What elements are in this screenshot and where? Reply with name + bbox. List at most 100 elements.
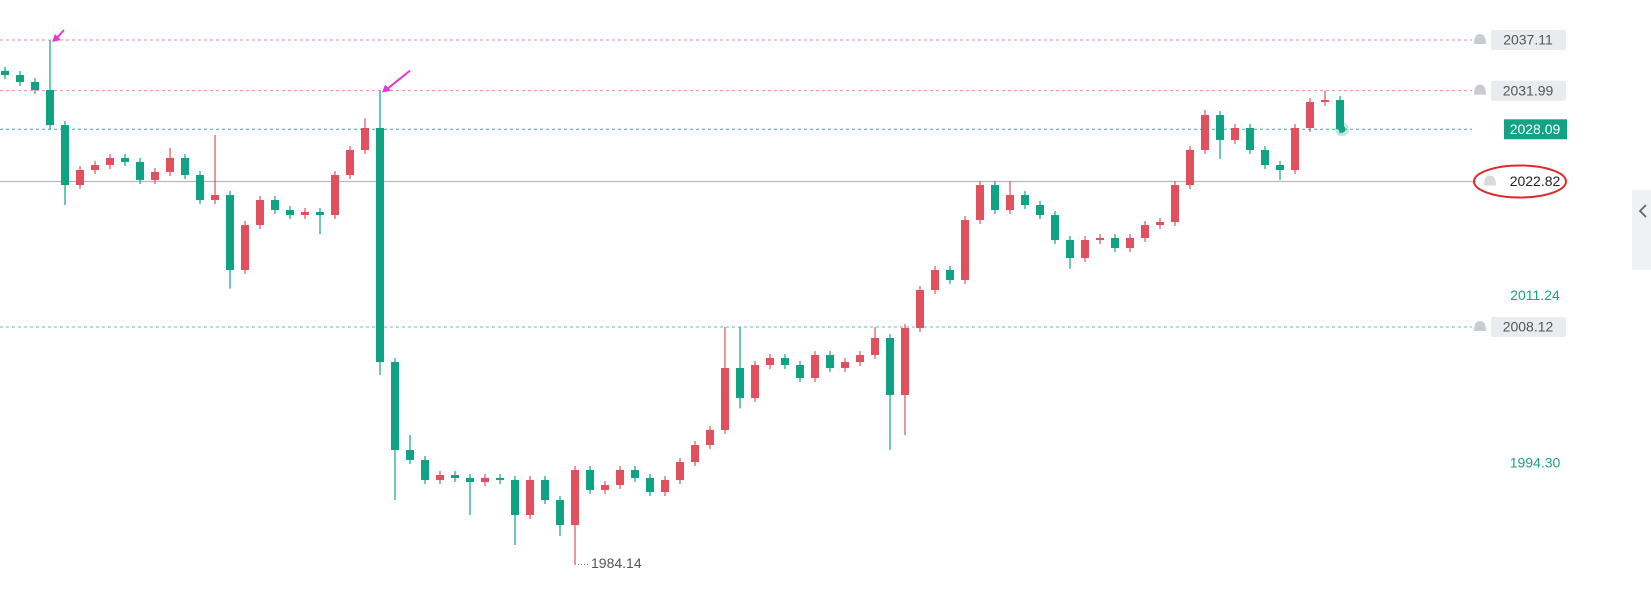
candle-body bbox=[196, 175, 204, 200]
candle-body bbox=[481, 477, 489, 483]
candle-body bbox=[1126, 237, 1134, 248]
candle-body bbox=[601, 485, 609, 490]
candle-body bbox=[1171, 185, 1179, 222]
candle-body bbox=[241, 225, 249, 270]
candle-body bbox=[646, 477, 654, 493]
candle-body bbox=[826, 355, 834, 368]
candle-body bbox=[286, 209, 294, 216]
candle-body bbox=[166, 158, 174, 172]
alert-label-box bbox=[1491, 80, 1566, 101]
candle-body bbox=[211, 195, 219, 200]
collapse-chevron[interactable] bbox=[1638, 204, 1647, 218]
candle-body bbox=[106, 158, 114, 166]
line-label: 2022.82 bbox=[1510, 173, 1561, 189]
candle-body bbox=[1096, 237, 1104, 240]
candle-body bbox=[1036, 205, 1044, 216]
candle-body bbox=[76, 169, 84, 186]
candle-body bbox=[931, 269, 939, 290]
side-panel-tab[interactable] bbox=[1632, 190, 1651, 270]
alert-label-box bbox=[1491, 29, 1566, 50]
candle-body bbox=[151, 171, 159, 180]
low-label: 1984.14 bbox=[591, 555, 642, 571]
candle-body bbox=[1111, 237, 1119, 248]
candle-body bbox=[136, 161, 144, 180]
candle-body bbox=[1276, 165, 1284, 170]
candle-body bbox=[346, 149, 354, 176]
candle-body bbox=[1081, 239, 1089, 258]
candle-body bbox=[1201, 115, 1209, 150]
candle-body bbox=[526, 479, 534, 515]
line-bell bbox=[1484, 175, 1496, 186]
candle-body bbox=[376, 128, 384, 363]
spike-arrow-head bbox=[52, 33, 61, 42]
candle-body bbox=[901, 327, 909, 396]
last-price-dot bbox=[1338, 125, 1346, 133]
candle-body bbox=[331, 175, 339, 216]
candle-body bbox=[1006, 195, 1014, 210]
candle-body bbox=[556, 500, 564, 525]
candle-body bbox=[841, 362, 849, 368]
spike-arrow-head bbox=[382, 84, 391, 93]
highlight-ellipse bbox=[1473, 164, 1567, 199]
candle-body bbox=[361, 128, 369, 150]
candle-body bbox=[91, 165, 99, 170]
candle-body bbox=[1306, 101, 1314, 129]
candle-body bbox=[871, 337, 879, 356]
candle-body bbox=[1261, 149, 1269, 166]
candle-body bbox=[256, 199, 264, 226]
candle-body bbox=[406, 449, 414, 460]
candle-body bbox=[121, 158, 129, 162]
candle-body bbox=[301, 211, 309, 216]
candle-body bbox=[721, 367, 729, 430]
alert-label: 2037.11 bbox=[1503, 32, 1553, 48]
candle-body bbox=[1066, 239, 1074, 258]
candle-body bbox=[751, 365, 759, 398]
alert-label: 2008.12 bbox=[1503, 319, 1554, 335]
candle-body bbox=[706, 429, 714, 446]
candle-body bbox=[1216, 115, 1224, 140]
candle-body bbox=[1021, 195, 1029, 206]
candle-body bbox=[631, 469, 639, 478]
candle-body bbox=[451, 475, 459, 478]
candle-body bbox=[571, 469, 579, 525]
candle-body bbox=[61, 125, 69, 186]
candle-body bbox=[496, 477, 504, 480]
candle-body bbox=[811, 355, 819, 378]
candle-body bbox=[46, 89, 54, 126]
last-price-box bbox=[1504, 119, 1567, 140]
candle-body bbox=[1336, 99, 1344, 130]
candle-body bbox=[1156, 221, 1164, 226]
candle-body bbox=[856, 355, 864, 363]
candle-body bbox=[961, 219, 969, 280]
candle-body bbox=[541, 479, 549, 501]
candle-body bbox=[271, 199, 279, 210]
alert-label: 2031.99 bbox=[1503, 82, 1554, 98]
axis-label: 1994.30 bbox=[1510, 455, 1561, 471]
candle-body bbox=[226, 195, 234, 270]
alert-bell bbox=[1474, 84, 1486, 95]
candle-body bbox=[466, 477, 474, 483]
candle-body bbox=[436, 475, 444, 480]
candle-body bbox=[1141, 225, 1149, 238]
alert-bell bbox=[1474, 320, 1486, 331]
last-price-label: 2028.09 bbox=[1510, 121, 1561, 137]
spike-arrow-shaft bbox=[384, 69, 411, 92]
candle-body bbox=[421, 459, 429, 480]
alert-label-box bbox=[1491, 316, 1566, 337]
candle-body bbox=[691, 445, 699, 463]
candle-body bbox=[31, 81, 39, 90]
candle-body bbox=[391, 362, 399, 450]
candle-body bbox=[1051, 215, 1059, 240]
candle-body bbox=[766, 357, 774, 366]
alert-bell bbox=[1474, 33, 1486, 44]
candle-body bbox=[511, 479, 519, 515]
candle-body bbox=[1, 70, 9, 76]
candle-body bbox=[1186, 149, 1194, 186]
candle-body bbox=[976, 185, 984, 220]
candle-body bbox=[781, 357, 789, 366]
candle-body bbox=[181, 158, 189, 176]
candle-body bbox=[661, 479, 669, 493]
candle-body bbox=[316, 211, 324, 216]
